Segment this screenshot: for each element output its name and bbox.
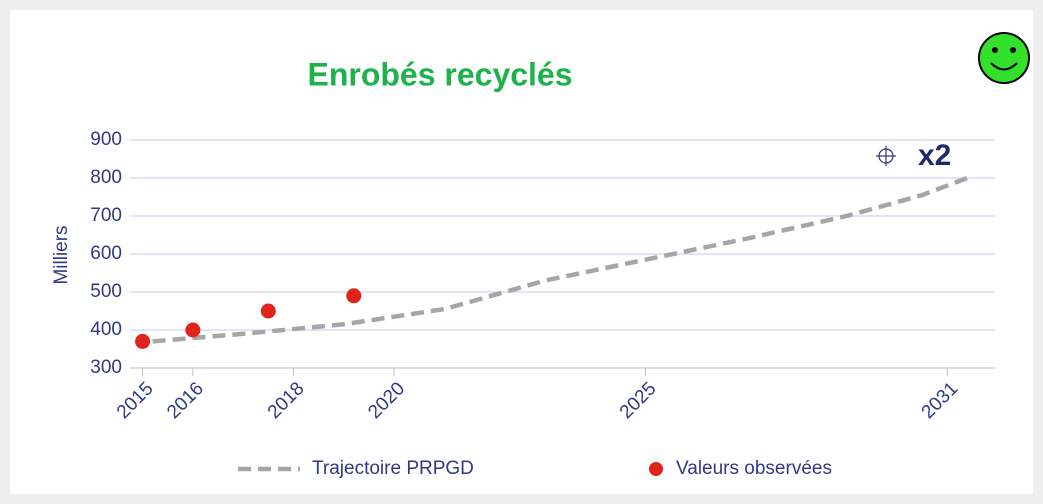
y-axis-label: Milliers bbox=[51, 225, 72, 284]
y-tick-label: 500 bbox=[90, 281, 122, 302]
y-tick-label: 400 bbox=[90, 319, 122, 340]
legend-label: Trajectoire PRPGD bbox=[312, 458, 474, 479]
data-point bbox=[135, 333, 151, 349]
data-point bbox=[260, 303, 276, 319]
panel bbox=[10, 10, 1033, 494]
y-tick-label: 700 bbox=[90, 205, 122, 226]
y-tick-label: 600 bbox=[90, 243, 122, 264]
annotation: x2 bbox=[918, 139, 951, 172]
data-point bbox=[346, 288, 362, 304]
chart-title: Enrobés recyclés bbox=[307, 56, 572, 92]
trend-line bbox=[152, 175, 969, 344]
crosshair-icon bbox=[876, 146, 896, 166]
legend-swatch bbox=[649, 462, 663, 476]
data-point bbox=[185, 322, 201, 338]
y-tick-label: 800 bbox=[90, 167, 122, 188]
legend-label: Valeurs observées bbox=[676, 458, 832, 479]
y-tick-label: 900 bbox=[90, 129, 122, 150]
smiley-icon bbox=[978, 32, 1030, 84]
y-tick-label: 300 bbox=[90, 357, 122, 378]
